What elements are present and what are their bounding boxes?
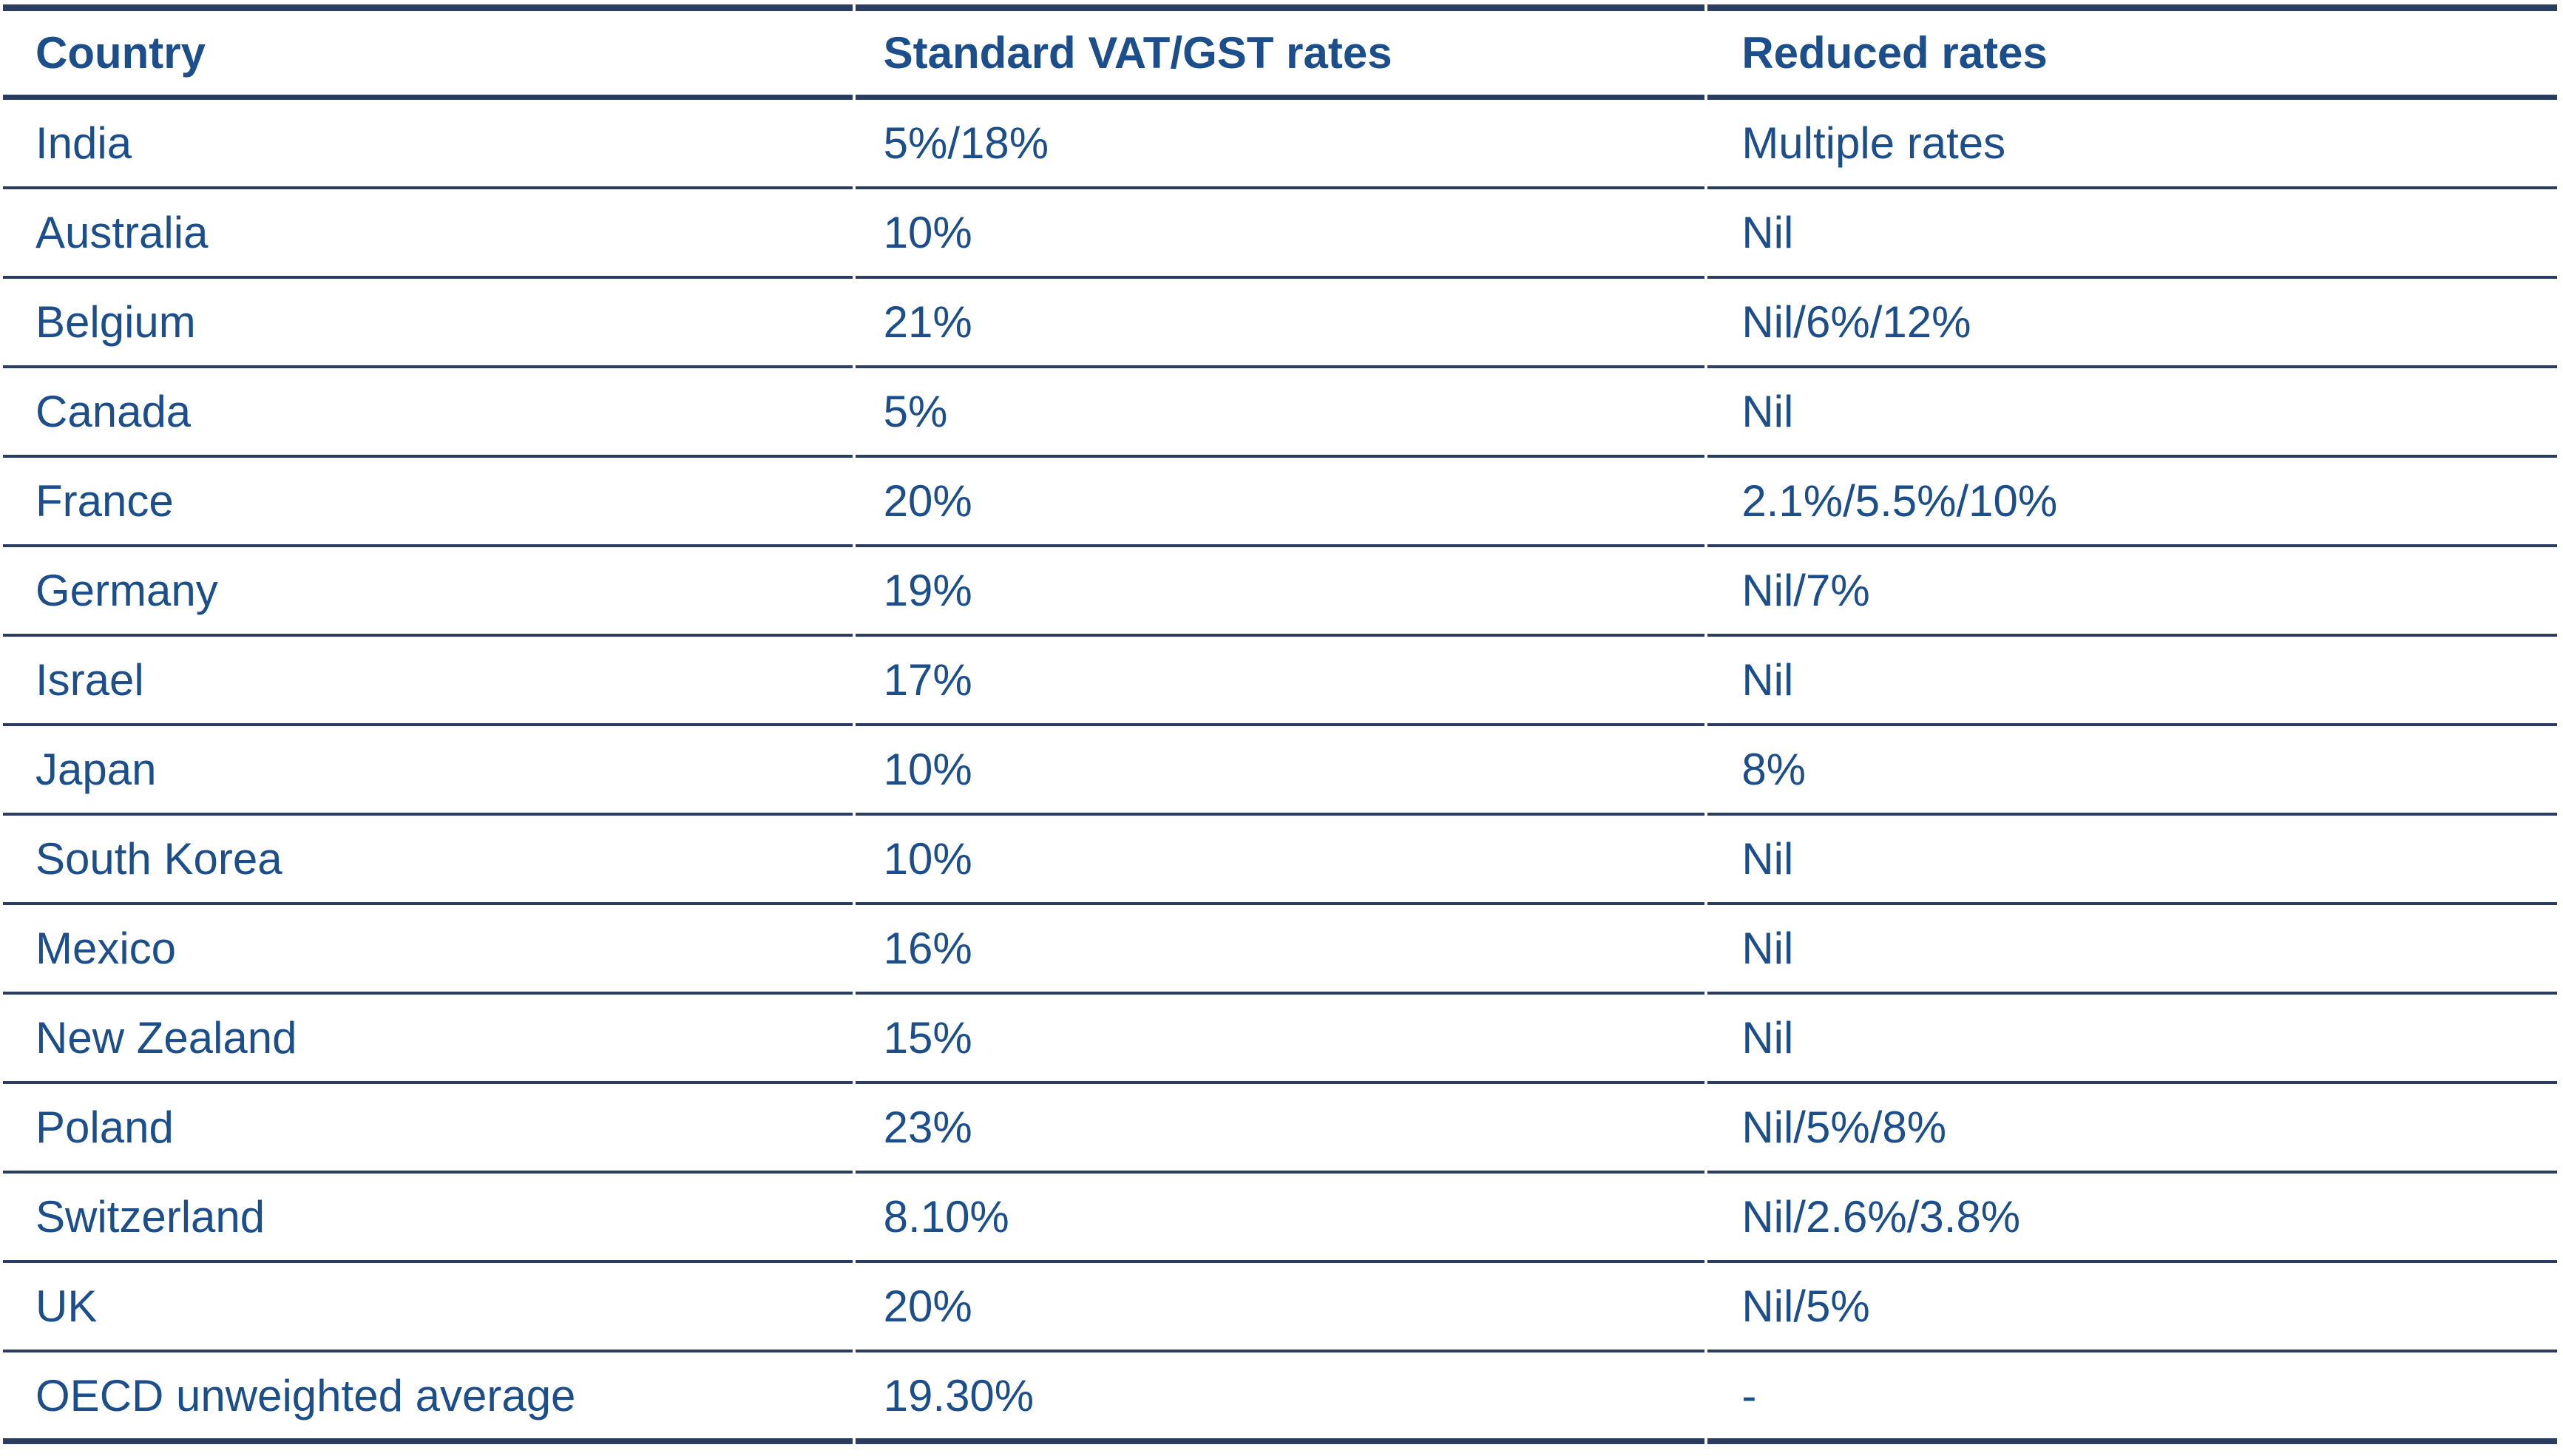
standard-rate-cell: 21% (855, 279, 1705, 368)
page: { "colors": { "text": "#1B4E8B", "border… (0, 4, 2563, 1456)
country-cell: Australia (3, 189, 853, 279)
table-row: India 5%/18% Multiple rates (3, 100, 2557, 189)
reduced-rate-cell: Nil/5%/8% (1707, 1084, 2557, 1174)
standard-rate-cell: 17% (855, 637, 1705, 726)
table-row: Japan 10% 8% (3, 726, 2557, 816)
country-cell: South Korea (3, 816, 853, 905)
reduced-rate-cell: Nil/7% (1707, 547, 2557, 637)
table-row: South Korea 10% Nil (3, 816, 2557, 905)
header-row: Country Standard VAT/GST rates Reduced r… (3, 4, 2557, 100)
country-cell: Mexico (3, 905, 853, 995)
table-row: New Zealand 15% Nil (3, 995, 2557, 1084)
reduced-rate-cell: - (1707, 1352, 2557, 1444)
reduced-rate-cell: Nil/6%/12% (1707, 279, 2557, 368)
country-cell: New Zealand (3, 995, 853, 1084)
reduced-rate-cell: 8% (1707, 726, 2557, 816)
table-row: Switzerland 8.10% Nil/2.6%/3.8% (3, 1174, 2557, 1263)
vat-rates-table: Country Standard VAT/GST rates Reduced r… (0, 4, 2560, 1444)
country-cell: OECD unweighted average (3, 1352, 853, 1444)
table-row: France 20% 2.1%/5.5%/10% (3, 458, 2557, 547)
table-row: OECD unweighted average 19.30% - (3, 1352, 2557, 1444)
country-cell: Poland (3, 1084, 853, 1174)
country-cell: Germany (3, 547, 853, 637)
column-header-reduced-rates: Reduced rates (1707, 4, 2557, 100)
standard-rate-cell: 8.10% (855, 1174, 1705, 1263)
reduced-rate-cell: Nil (1707, 368, 2557, 458)
reduced-rate-cell: Nil/5% (1707, 1263, 2557, 1352)
country-cell: Canada (3, 368, 853, 458)
standard-rate-cell: 10% (855, 189, 1705, 279)
reduced-rate-cell: Nil (1707, 995, 2557, 1084)
country-cell: Belgium (3, 279, 853, 368)
country-cell: Israel (3, 637, 853, 726)
reduced-rate-cell: Multiple rates (1707, 100, 2557, 189)
table-row: Canada 5% Nil (3, 368, 2557, 458)
standard-rate-cell: 10% (855, 726, 1705, 816)
country-cell: UK (3, 1263, 853, 1352)
table-row: UK 20% Nil/5% (3, 1263, 2557, 1352)
table-row: Israel 17% Nil (3, 637, 2557, 726)
reduced-rate-cell: Nil (1707, 816, 2557, 905)
country-cell: Switzerland (3, 1174, 853, 1263)
column-header-country: Country (3, 4, 853, 100)
reduced-rate-cell: Nil (1707, 905, 2557, 995)
standard-rate-cell: 19% (855, 547, 1705, 637)
reduced-rate-cell: Nil (1707, 637, 2557, 726)
reduced-rate-cell: Nil (1707, 189, 2557, 279)
table-row: Australia 10% Nil (3, 189, 2557, 279)
standard-rate-cell: 20% (855, 1263, 1705, 1352)
country-cell: India (3, 100, 853, 189)
reduced-rate-cell: Nil/2.6%/3.8% (1707, 1174, 2557, 1263)
standard-rate-cell: 23% (855, 1084, 1705, 1174)
standard-rate-cell: 19.30% (855, 1352, 1705, 1444)
country-cell: Japan (3, 726, 853, 816)
country-cell: France (3, 458, 853, 547)
standard-rate-cell: 20% (855, 458, 1705, 547)
standard-rate-cell: 15% (855, 995, 1705, 1084)
table-row: Mexico 16% Nil (3, 905, 2557, 995)
column-header-standard-rates: Standard VAT/GST rates (855, 4, 1705, 100)
table-row: Germany 19% Nil/7% (3, 547, 2557, 637)
standard-rate-cell: 10% (855, 816, 1705, 905)
table-row: Belgium 21% Nil/6%/12% (3, 279, 2557, 368)
standard-rate-cell: 5% (855, 368, 1705, 458)
standard-rate-cell: 16% (855, 905, 1705, 995)
table-row: Poland 23% Nil/5%/8% (3, 1084, 2557, 1174)
standard-rate-cell: 5%/18% (855, 100, 1705, 189)
reduced-rate-cell: 2.1%/5.5%/10% (1707, 458, 2557, 547)
